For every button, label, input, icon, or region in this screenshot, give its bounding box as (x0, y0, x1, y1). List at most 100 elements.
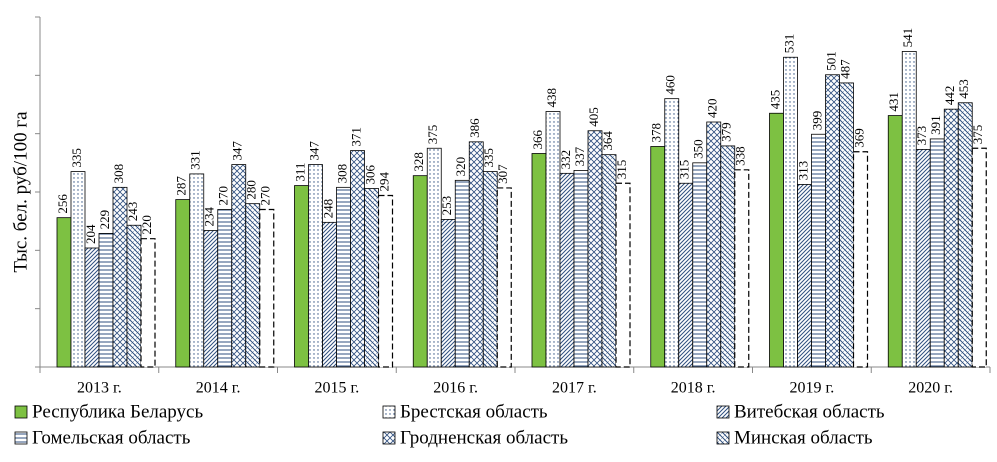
x-tick-label: 2018 г. (671, 380, 716, 397)
value-label: 243 (125, 202, 140, 222)
value-label: 531 (781, 34, 796, 54)
value-label: 294 (376, 172, 391, 192)
y-axis-label: Тыс. бел. руб/100 га (10, 111, 31, 273)
value-label: 369 (851, 128, 866, 148)
value-label: 391 (928, 115, 943, 135)
value-label: 335 (69, 148, 84, 168)
value-label: 442 (942, 86, 957, 106)
legend-label: Витебская область (734, 401, 885, 422)
value-label: 375 (970, 125, 985, 145)
value-label: 308 (334, 164, 349, 184)
value-label: 253 (439, 196, 454, 216)
bar (601, 154, 617, 368)
bar (797, 184, 812, 368)
legend-swatch (14, 431, 28, 445)
bar (308, 164, 323, 368)
bar (126, 224, 142, 368)
value-label: 220 (139, 215, 154, 235)
x-tick-label: 2020 г. (908, 380, 953, 397)
bar (84, 247, 100, 368)
value-label: 364 (600, 131, 615, 151)
value-label: 234 (202, 207, 217, 227)
bar (482, 171, 498, 368)
value-label: 375 (425, 125, 440, 145)
bar (887, 115, 903, 368)
bar (140, 238, 156, 368)
value-label: 379 (719, 122, 734, 142)
bar (245, 203, 261, 368)
value-label: 256 (55, 194, 70, 214)
bar (336, 186, 351, 368)
value-label: 371 (348, 127, 363, 147)
legend-label: Брестская область (400, 401, 548, 422)
legend-swatch (14, 405, 28, 419)
bar (811, 133, 826, 368)
bar (734, 169, 750, 368)
value-label: 378 (649, 123, 664, 143)
value-label: 350 (691, 139, 706, 159)
bar (783, 56, 798, 368)
value-label: 315 (614, 160, 629, 180)
bar (70, 171, 86, 368)
value-label: 453 (956, 79, 971, 99)
x-tick-label: 2017 г. (552, 380, 597, 397)
bar (559, 172, 575, 368)
value-label: 337 (572, 146, 587, 166)
value-label: 204 (83, 224, 98, 244)
bar (664, 98, 680, 368)
value-label: 460 (663, 75, 678, 95)
bar (615, 182, 631, 368)
value-label: 313 (795, 161, 810, 181)
bar (929, 138, 945, 368)
value-label: 248 (320, 199, 335, 219)
legend-swatch (716, 405, 730, 419)
value-label: 338 (733, 146, 748, 166)
x-tick-label: 2016 г. (433, 380, 478, 397)
value-label: 320 (453, 157, 468, 177)
value-label: 366 (530, 130, 545, 150)
bar (545, 111, 561, 368)
value-label: 501 (823, 51, 838, 71)
bar (294, 185, 309, 368)
value-label: 332 (558, 150, 573, 170)
bar (587, 130, 603, 368)
value-label: 311 (292, 163, 307, 182)
bar (825, 74, 840, 368)
value-label: 280 (244, 180, 259, 200)
value-label: 541 (900, 28, 915, 48)
bar (203, 230, 219, 368)
bar (573, 170, 589, 368)
legend-label: Гомельская область (32, 427, 191, 448)
value-label: 307 (495, 164, 510, 184)
legend-label: Гродненская область (400, 427, 568, 448)
x-tick-label: 2014 г. (196, 380, 241, 397)
value-label: 328 (411, 152, 426, 172)
value-label: 420 (705, 99, 720, 119)
bar (971, 147, 987, 368)
value-label: 399 (809, 111, 824, 131)
bar (175, 199, 191, 368)
value-label: 438 (544, 88, 559, 108)
value-label: 270 (258, 186, 273, 206)
value-label: 315 (677, 160, 692, 180)
bar (706, 121, 722, 368)
value-label: 306 (362, 165, 377, 185)
bar (852, 151, 869, 368)
bar (531, 153, 547, 368)
bar (901, 51, 917, 368)
x-tick-label: 2019 г. (789, 380, 834, 397)
bar (364, 188, 379, 368)
bar (496, 187, 512, 368)
bar (217, 209, 233, 368)
bar (692, 162, 708, 368)
bar (943, 108, 959, 368)
bar (454, 179, 470, 368)
legend-label: Республика Беларусь (32, 401, 203, 422)
value-label: 487 (837, 59, 852, 79)
bar (915, 149, 931, 368)
bar (259, 208, 275, 368)
value-label: 308 (111, 164, 126, 184)
value-label: 335 (481, 148, 496, 168)
value-label: 386 (467, 118, 482, 138)
